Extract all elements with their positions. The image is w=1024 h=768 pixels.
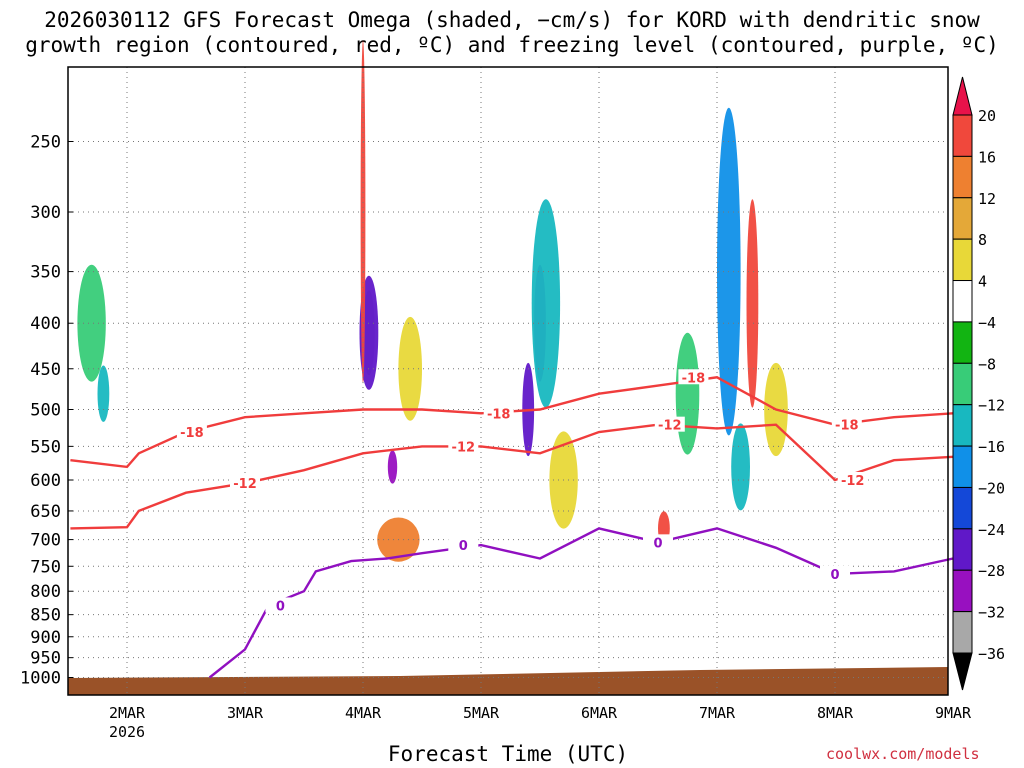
omega-cell-10 (531, 199, 561, 408)
colorbar-label-0: 20 (978, 107, 996, 125)
surface-terrain (68, 667, 948, 695)
x-axis-title: Forecast Time (UTC) (387, 742, 629, 766)
contour-minus12 (70, 423, 954, 530)
contour-minus18-label-0: -18 (180, 426, 204, 441)
colorbar-label-13: −36 (978, 645, 1005, 663)
colorbar-label-12: −32 (978, 604, 1005, 622)
colorbar-bottom-arrow (952, 652, 973, 691)
colorbar-label-7: −12 (978, 397, 1005, 415)
colorbar-swatch-7 (952, 404, 973, 447)
colorbar-label-6: −8 (978, 355, 996, 373)
x-tick-label-5: 7MAR (699, 704, 736, 722)
chart-title-line-2: growth region (contoured, red, ºC) and f… (25, 33, 999, 57)
colorbar-label-8: −16 (978, 438, 1005, 456)
colorbar-swatch-5 (952, 321, 973, 364)
colorbar-swatch-9 (952, 486, 973, 530)
omega-cell-19 (805, 281, 865, 457)
contour-minus12-label-2: -12 (658, 419, 682, 434)
colorbar-swatch-6 (952, 362, 973, 406)
y-tick-label-350: 350 (30, 263, 61, 283)
omega-cell-0 (77, 264, 106, 382)
colorbar-swatch-11 (952, 569, 973, 613)
contour-minus18 (70, 376, 954, 469)
contour-freezing-label-0: 0 (276, 599, 285, 614)
colorbar-label-3: 8 (978, 231, 987, 249)
omega-cell-16 (746, 199, 759, 408)
y-tick-label-800: 800 (30, 582, 61, 602)
colorbar-top-arrow (952, 76, 973, 116)
y-tick-label-900: 900 (30, 628, 61, 648)
colorbar-swatch-0 (952, 114, 973, 157)
x-tick-label-4: 6MAR (581, 704, 618, 722)
x-tick-label-3: 5MAR (463, 704, 500, 722)
y-tick-label-700: 700 (30, 531, 61, 551)
y-tick-label-500: 500 (30, 401, 61, 421)
contour-freezing-label-2: 0 (653, 536, 662, 551)
omega-cell-6 (398, 316, 423, 421)
contour-freezing (208, 527, 954, 679)
y-tick-label-300: 300 (30, 203, 61, 223)
x-tick-year-label: 2026 (109, 723, 145, 741)
x-tick-label-1: 3MAR (227, 704, 264, 722)
y-tick-label-450: 450 (30, 360, 61, 380)
credit-link[interactable]: coolwx.com/models (826, 745, 980, 763)
omega-cell-14 (675, 332, 700, 455)
contour-minus18-label-2: -18 (682, 371, 706, 386)
y-tick-label-1000: 1000 (20, 669, 61, 689)
x-tick-label-6: 8MAR (817, 704, 854, 722)
chart-title-line-1: 2026030112 GFS Forecast Omega (shaded, −… (44, 8, 980, 32)
colorbar-swatch-12 (952, 611, 973, 654)
contours: -12 -12 -12 -12 -18 -18 -18 -18 0 0 0 0 (70, 369, 954, 679)
colorbar-label-1: 16 (978, 148, 996, 166)
omega-cell-20 (870, 511, 894, 568)
y-tick-label-550: 550 (30, 437, 61, 457)
colorbar-label-4: 4 (978, 273, 987, 291)
contour-minus18-label-1: -18 (487, 407, 511, 422)
colorbar-label-2: 12 (978, 190, 996, 208)
y-tick-label-750: 750 (30, 557, 61, 577)
plot-frame (67, 66, 949, 696)
colorbar-swatch-1 (952, 155, 973, 199)
contour-freezing-label-3: 0 (830, 568, 839, 583)
colorbar-legend: 20 16 12 8 4 −4 −8 −12 −16 −20 −24 −28 −32 −36 (952, 76, 1005, 691)
colorbar-swatch-4 (952, 280, 973, 323)
y-tick-label-400: 400 (30, 314, 61, 334)
terrain-surface (68, 667, 948, 695)
colorbar-label-10: −24 (978, 521, 1005, 539)
contour-minus12-label-3: -12 (841, 474, 865, 489)
colorbar-swatch-8 (952, 445, 973, 488)
omega-cell-7 (387, 450, 398, 484)
x-tick-label-2: 4MAR (345, 704, 382, 722)
colorbar-label-5: −4 (978, 314, 996, 332)
x-tick-label-0: 2MAR (109, 704, 146, 722)
colorbar-swatch-10 (952, 528, 973, 571)
x-tick-label-7: 9MAR (935, 704, 972, 722)
y-axis: 2503003504004505005506006507007508008509… (20, 133, 73, 689)
omega-shading (77, 40, 894, 568)
omega-cell-17 (731, 423, 750, 511)
colorbar-label-9: −20 (978, 479, 1005, 497)
y-tick-label-850: 850 (30, 606, 61, 626)
omega-cell-1 (97, 365, 110, 422)
colorbar-label-11: −28 (978, 562, 1005, 580)
contour-freezing-label-1: 0 (459, 539, 468, 554)
y-tick-label-950: 950 (30, 649, 61, 669)
y-tick-label-250: 250 (30, 133, 61, 153)
y-tick-label-600: 600 (30, 471, 61, 491)
y-tick-label-650: 650 (30, 502, 61, 522)
contour-minus12-label-1: -12 (452, 440, 476, 455)
contour-minus12-label-0: -12 (233, 477, 257, 492)
contour-minus18-label-3: -18 (835, 419, 859, 434)
gridlines (68, 67, 948, 695)
colorbar-swatch-3 (952, 238, 973, 282)
colorbar-swatch-2 (952, 197, 973, 240)
